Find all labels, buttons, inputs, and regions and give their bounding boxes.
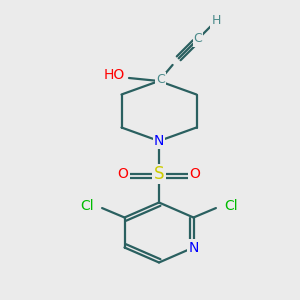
Text: HO: HO <box>103 68 124 82</box>
Text: Cl: Cl <box>224 199 238 212</box>
Text: C: C <box>156 73 165 86</box>
Text: N: N <box>154 134 164 148</box>
Text: Cl: Cl <box>80 199 94 212</box>
Text: O: O <box>118 167 128 181</box>
Text: H: H <box>211 14 221 28</box>
Text: O: O <box>190 167 200 181</box>
Text: S: S <box>154 165 164 183</box>
Text: N: N <box>188 241 199 254</box>
Text: C: C <box>194 32 202 46</box>
